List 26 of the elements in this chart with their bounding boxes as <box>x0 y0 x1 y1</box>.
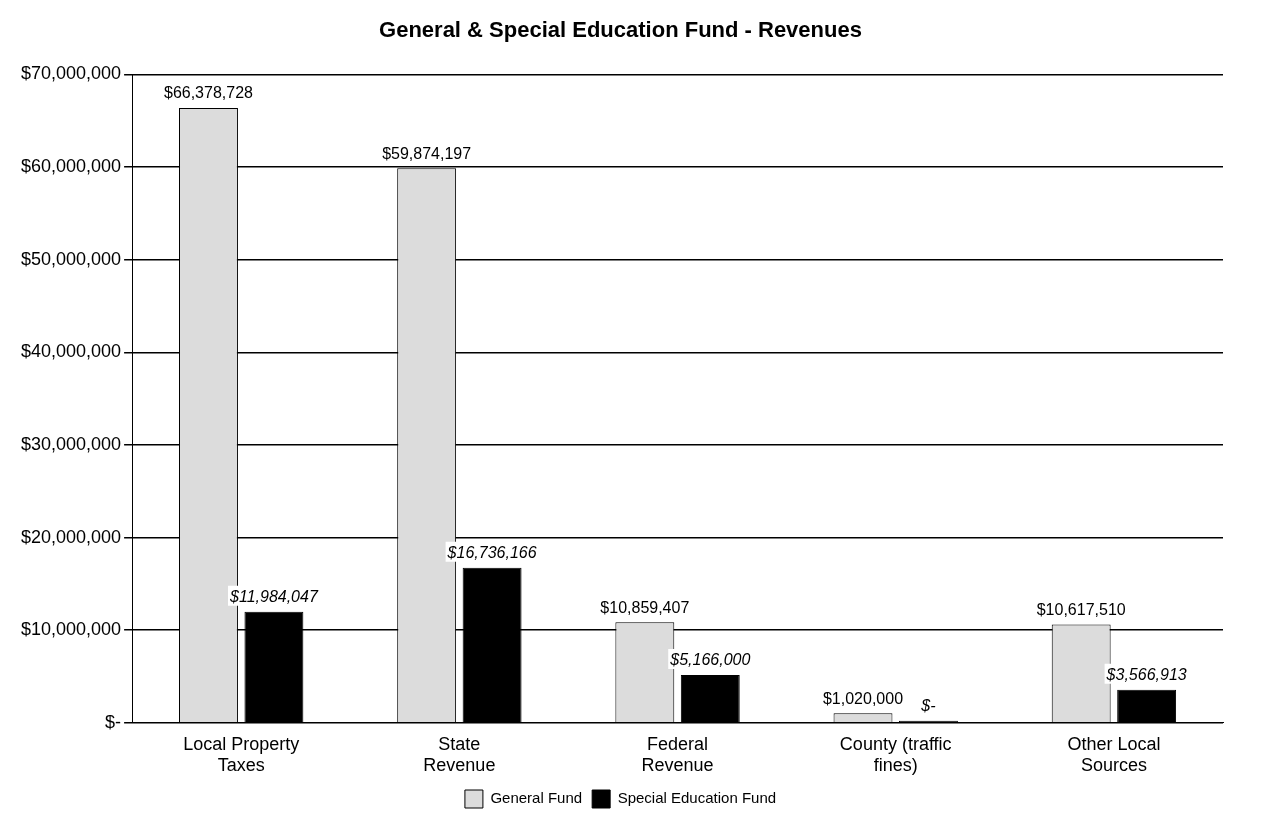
data-label: $66,378,728 <box>163 84 254 102</box>
data-label: $3,566,913 <box>1105 666 1187 684</box>
y-tick-label: $40,000,000 <box>20 341 122 362</box>
data-label: $16,736,166 <box>446 544 537 562</box>
legend-label: General Fund <box>490 789 583 807</box>
x-tick-label: Federal Revenue <box>641 733 714 776</box>
y-tick-label: $50,000,000 <box>20 248 122 269</box>
y-tick-label: $10,000,000 <box>20 619 122 640</box>
y-tick-label: $20,000,000 <box>20 526 122 547</box>
y-tick-label: $- <box>105 711 122 732</box>
x-tick-label: Other Local Sources <box>1067 733 1161 776</box>
data-label: $5,166,000 <box>669 651 751 669</box>
x-tick-label: State Revenue <box>423 733 496 776</box>
legend-label: Special Education Fund <box>617 789 777 807</box>
x-tick-label: County (traffic fines) <box>839 733 952 776</box>
data-label: $1,020,000 <box>822 689 904 707</box>
x-tick-label: Local Property Taxes <box>183 733 300 776</box>
data-label: $59,874,197 <box>382 144 472 162</box>
data-label: $11,984,047 <box>229 588 319 606</box>
y-tick-label: $70,000,000 <box>20 63 122 84</box>
data-label: $10,617,510 <box>1036 600 1126 618</box>
data-label: $10,859,407 <box>600 598 690 616</box>
data-label: $- <box>920 697 936 715</box>
y-tick-label: $60,000,000 <box>20 156 122 176</box>
y-tick-label: $30,000,000 <box>20 433 122 454</box>
chart-title: General & Special Education Fund - Revenues <box>379 17 862 43</box>
